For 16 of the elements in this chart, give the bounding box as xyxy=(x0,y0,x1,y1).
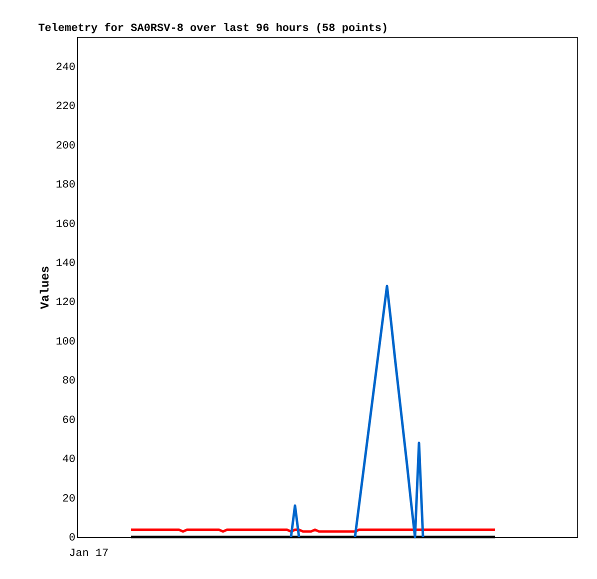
y-tick-label: 0 xyxy=(68,532,76,544)
y-tick-label: 160 xyxy=(56,218,76,231)
y-tick-label: 60 xyxy=(62,414,76,427)
y-tick-label: 20 xyxy=(62,493,76,506)
y-tick-label: 40 xyxy=(62,454,76,466)
y-axis-title: Values xyxy=(38,266,53,310)
y-tick-label: 220 xyxy=(56,101,76,114)
y-tick-label: 240 xyxy=(56,62,76,74)
text: Jan 17 xyxy=(69,548,109,560)
y-tick-label: 120 xyxy=(56,297,76,310)
chart-title: Telemetry for SA0RSV-8 over last 96 hours (58 points) xyxy=(38,22,388,35)
y-tick-label: 180 xyxy=(56,180,76,192)
y-tick-label: 80 xyxy=(62,376,76,388)
y-tick-label: 140 xyxy=(56,258,76,270)
y-tick-label: 100 xyxy=(56,336,76,348)
y-tick-label: 200 xyxy=(56,140,76,152)
